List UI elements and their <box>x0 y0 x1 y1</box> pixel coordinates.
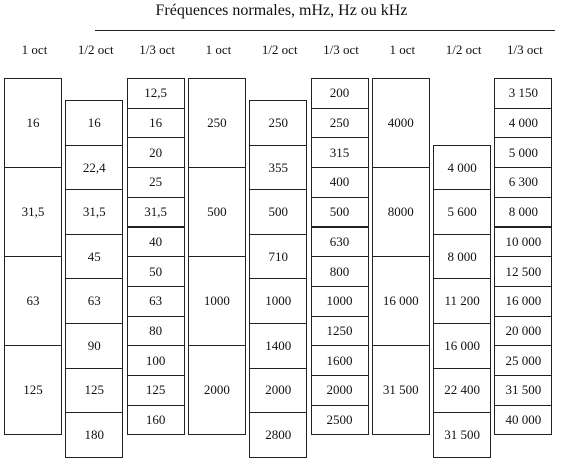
octave-cell: 2000 <box>187 345 246 436</box>
third-octave-cell: 16 <box>126 107 185 139</box>
half-octave-cell: 1400 <box>249 323 308 369</box>
half-octave-cell: 1000 <box>249 278 308 325</box>
third-octave-cell: 40 000 <box>494 404 553 436</box>
octave-cell: 31,5 <box>4 167 62 258</box>
third-octave-cell: 25 000 <box>494 345 553 376</box>
third-octave-cell: 400 <box>310 167 369 198</box>
third-octave-cell: 200 <box>310 78 369 109</box>
third-octave-cell: 100 <box>126 345 185 376</box>
half-octave-cell: 250 <box>249 100 308 146</box>
third-octave-cell: 1250 <box>310 315 369 347</box>
third-octave-cell: 4 000 <box>494 107 553 139</box>
half-octave-cell: 31,5 <box>65 189 124 235</box>
third-octave-cell: 12 500 <box>494 256 553 287</box>
title-rule <box>95 30 555 31</box>
third-octave-cell: 630 <box>310 226 369 258</box>
third-octave-cell: 800 <box>310 256 369 287</box>
half-octave-cell: 2000 <box>249 367 308 414</box>
third-octave-cell: 20 000 <box>494 315 553 347</box>
third-octave-cell: 1600 <box>310 345 369 376</box>
half-octave-cell: 4 000 <box>433 144 492 191</box>
half-octave-cell: 355 <box>249 144 308 191</box>
third-octave-cell: 315 <box>310 137 369 169</box>
third-octave-cell: 63 <box>126 285 185 317</box>
third-octave-cell: 12,5 <box>126 78 185 109</box>
half-octave-cell: 8 000 <box>433 233 492 280</box>
third-octave-cell: 20 <box>126 137 185 169</box>
octave-cell: 500 <box>187 167 246 258</box>
column-header: 1/3 oct <box>507 42 543 57</box>
third-octave-cell: 25 <box>126 167 185 198</box>
third-octave-cell: 2000 <box>310 375 369 406</box>
third-octave-cell: 8 000 <box>494 196 553 228</box>
third-octave-cell: 31 500 <box>494 375 553 406</box>
third-octave-cell: 31,5 <box>126 196 185 228</box>
third-octave-cell: 40 <box>126 226 185 258</box>
half-octave-cell: 11 200 <box>433 278 492 325</box>
half-octave-cell: 90 <box>65 323 124 369</box>
octave-cell: 16 <box>4 78 62 169</box>
third-octave-cell: 125 <box>126 375 185 406</box>
half-octave-cell: 16 000 <box>433 323 492 369</box>
third-octave-cell: 50 <box>126 256 185 287</box>
third-octave-cell: 3 150 <box>494 78 553 109</box>
third-octave-cell: 6 300 <box>494 167 553 198</box>
third-octave-cell: 500 <box>310 196 369 228</box>
half-octave-cell: 45 <box>65 233 124 280</box>
third-octave-cell: 2500 <box>310 404 369 436</box>
half-octave-cell: 2800 <box>249 412 308 458</box>
half-octave-cell: 500 <box>249 189 308 235</box>
third-octave-cell: 1000 <box>310 285 369 317</box>
octave-cell: 63 <box>4 256 62 347</box>
title: Fréquences normales, mHz, Hz ou kHz <box>155 2 408 19</box>
column-header: 1/2 oct <box>77 42 114 57</box>
third-octave-cell: 80 <box>126 315 185 347</box>
column-header: 1 oct <box>205 42 232 57</box>
octave-cell: 250 <box>187 78 246 169</box>
half-octave-cell: 5 600 <box>433 189 492 235</box>
column-header: 1/3 oct <box>323 42 359 57</box>
octave-cell: 16 000 <box>371 256 430 347</box>
third-octave-cell: 250 <box>310 107 369 139</box>
octave-cell: 1000 <box>187 256 246 347</box>
half-octave-cell: 180 <box>65 412 124 458</box>
column-header: 1/2 oct <box>261 42 298 57</box>
third-octave-cell: 10 000 <box>494 226 553 258</box>
octave-cell: 4000 <box>371 78 430 169</box>
third-octave-cell: 5 000 <box>494 137 553 169</box>
half-octave-cell: 31 500 <box>433 412 492 458</box>
half-octave-cell: 710 <box>249 233 308 280</box>
column-header: 1/2 oct <box>445 42 482 57</box>
half-octave-cell: 22,4 <box>65 144 124 191</box>
column-header: 1 oct <box>389 42 416 57</box>
half-octave-cell: 22 400 <box>433 367 492 414</box>
half-octave-cell: 63 <box>65 278 124 325</box>
third-octave-cell: 16 000 <box>494 285 553 317</box>
octave-cell: 31 500 <box>371 345 430 436</box>
column-header: 1/3 oct <box>139 42 175 57</box>
octave-cell: 8000 <box>371 167 430 258</box>
column-header: 1 oct <box>21 42 48 57</box>
octave-cell: 125 <box>4 345 62 436</box>
half-octave-cell: 16 <box>65 100 124 146</box>
half-octave-cell: 125 <box>65 367 124 414</box>
third-octave-cell: 160 <box>126 404 185 436</box>
